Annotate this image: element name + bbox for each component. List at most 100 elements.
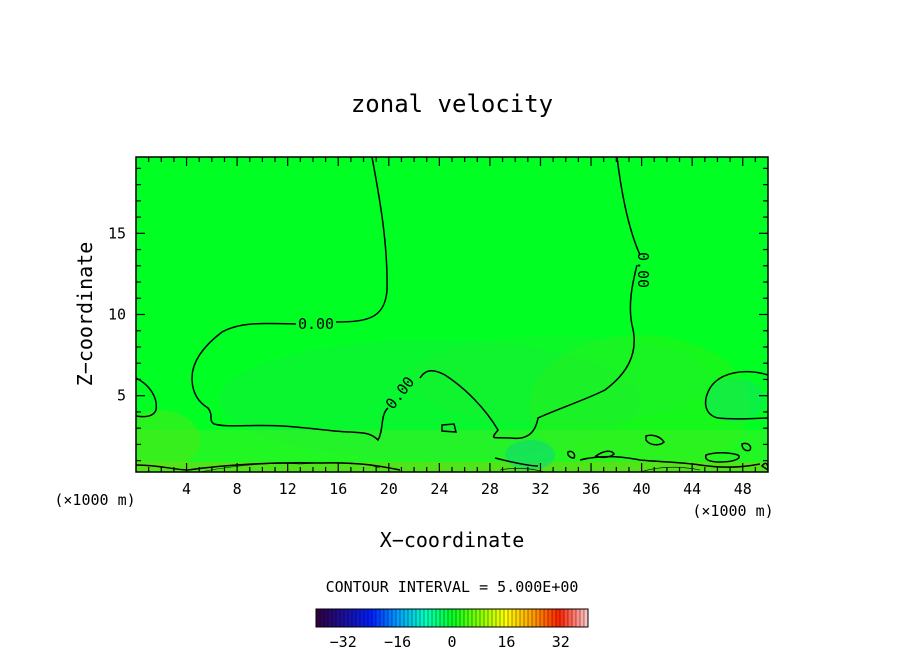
x-tick-label: 48 xyxy=(734,480,752,498)
contour-interval-text: CONTOUR INTERVAL = 5.000E+00 xyxy=(326,578,579,596)
contour-line-left-lobe xyxy=(191,157,641,442)
field-patch xyxy=(410,335,710,425)
colorbar-cell xyxy=(444,609,449,627)
x-axis-label: X−coordinate xyxy=(380,528,525,552)
colorbar-cell xyxy=(464,609,469,627)
colorbar-frame xyxy=(315,608,589,628)
colorbar-cell xyxy=(408,609,413,627)
x-tick-label: 4 xyxy=(182,480,191,498)
colorbar-cell xyxy=(352,609,357,627)
colorbar-cell xyxy=(380,609,385,627)
colorbar-cell xyxy=(508,609,513,627)
x-unit-right: (×1000 m) xyxy=(692,502,773,520)
colorbar-tick-label: 16 xyxy=(497,633,515,651)
contour-line-thin xyxy=(639,466,701,472)
colorbar-cell xyxy=(336,609,341,627)
colorbar-cell xyxy=(580,609,585,627)
y-axis-label: Z−coordinate xyxy=(73,242,97,387)
x-tick-label: 20 xyxy=(380,480,398,498)
colorbar-cell xyxy=(440,609,445,627)
colorbar-tick-label: 32 xyxy=(552,633,570,651)
colorbar-cell xyxy=(436,609,441,627)
colorbar-cell xyxy=(372,609,377,627)
colorbar-cell xyxy=(568,609,573,627)
colorbar-cell xyxy=(416,609,421,627)
field-patch xyxy=(136,410,200,470)
colorbar-cell xyxy=(460,609,465,627)
x-tick-label: 44 xyxy=(683,480,701,498)
colorbar-cell xyxy=(556,609,561,627)
colorbar-cell xyxy=(320,609,325,627)
colorbar-cell xyxy=(356,609,361,627)
colorbar-cell xyxy=(316,609,321,627)
x-unit-left: (×1000 m) xyxy=(54,491,135,509)
y-tick-labels: 5 10 15 xyxy=(108,224,126,404)
colorbar-cell xyxy=(536,609,541,627)
contour-line-small-loop xyxy=(594,450,615,459)
x-tick-label: 12 xyxy=(279,480,297,498)
colorbar-cell xyxy=(488,609,493,627)
colorbar-cell xyxy=(500,609,505,627)
colorbar-cell xyxy=(480,609,485,627)
colorbar-cell xyxy=(360,609,365,627)
thin-contours xyxy=(199,462,701,472)
colorbar-cell xyxy=(512,609,517,627)
chart-title: zonal velocity xyxy=(351,90,553,118)
colorbar-cell xyxy=(452,609,457,627)
colorbar-cell xyxy=(532,609,537,627)
contour-label: 0.00 xyxy=(634,252,652,288)
colorbar-cell xyxy=(428,609,433,627)
x-tick-label: 16 xyxy=(329,480,347,498)
colorbar-cell xyxy=(528,609,533,627)
colorbar-cell xyxy=(340,609,345,627)
y-tick-label: 15 xyxy=(108,224,126,242)
colorbar-cell xyxy=(468,609,473,627)
colorbar-cell xyxy=(560,609,565,627)
contour-line-island xyxy=(441,423,457,433)
colorbar-cell xyxy=(496,609,501,627)
colorbar-cell xyxy=(348,609,353,627)
x-tick-label: 24 xyxy=(430,480,448,498)
colorbar-cell xyxy=(396,609,401,627)
colorbar-cell xyxy=(524,609,529,627)
x-tick-label: 40 xyxy=(633,480,651,498)
colorbar-cell xyxy=(484,609,489,627)
colorbar-cell xyxy=(548,609,553,627)
colorbar-cell xyxy=(516,609,521,627)
colorbar-cell xyxy=(492,609,497,627)
contour-line-small-loop xyxy=(567,450,576,459)
x-tick-label: 32 xyxy=(531,480,549,498)
x-tick-label: 8 xyxy=(233,480,242,498)
x-tick-label: 28 xyxy=(481,480,499,498)
colorbar-cell xyxy=(584,609,589,627)
colorbar-tick-label: −16 xyxy=(384,633,411,651)
y-tick-label: 5 xyxy=(117,387,126,405)
colorbar-cell xyxy=(476,609,481,627)
colorbar-cell xyxy=(412,609,417,627)
field-patch xyxy=(705,378,765,422)
x-tick-labels: 4 8 12 16 20 24 28 32 36 40 44 48 xyxy=(182,480,752,498)
colorbar-cell xyxy=(420,609,425,627)
colorbar-cell xyxy=(540,609,545,627)
colorbar xyxy=(316,609,589,627)
colorbar-cell xyxy=(324,609,329,627)
axis-ticks xyxy=(136,157,768,472)
contour-line-right-lobe xyxy=(704,370,768,420)
contour-line-small-loop xyxy=(741,442,752,452)
colorbar-cell xyxy=(368,609,373,627)
contour-line-thin xyxy=(199,462,546,472)
x-tick-label: 36 xyxy=(582,480,600,498)
colorbar-cell xyxy=(332,609,337,627)
colorbar-cell xyxy=(564,609,569,627)
plot-area: 0.00 0.00 0.00 xyxy=(136,157,768,472)
colorbar-cell xyxy=(384,609,389,627)
colorbar-tick-label: 0 xyxy=(447,633,456,651)
contour-line-small-loop xyxy=(645,434,665,446)
colorbar-cell xyxy=(388,609,393,627)
colorbar-tick-label: −32 xyxy=(330,633,357,651)
contour-label: 0.00 xyxy=(298,315,334,333)
contour-line-small-loop xyxy=(704,452,740,463)
colorbar-ticks: −32 −16 0 16 32 xyxy=(330,633,570,651)
colorbar-cell xyxy=(392,609,397,627)
